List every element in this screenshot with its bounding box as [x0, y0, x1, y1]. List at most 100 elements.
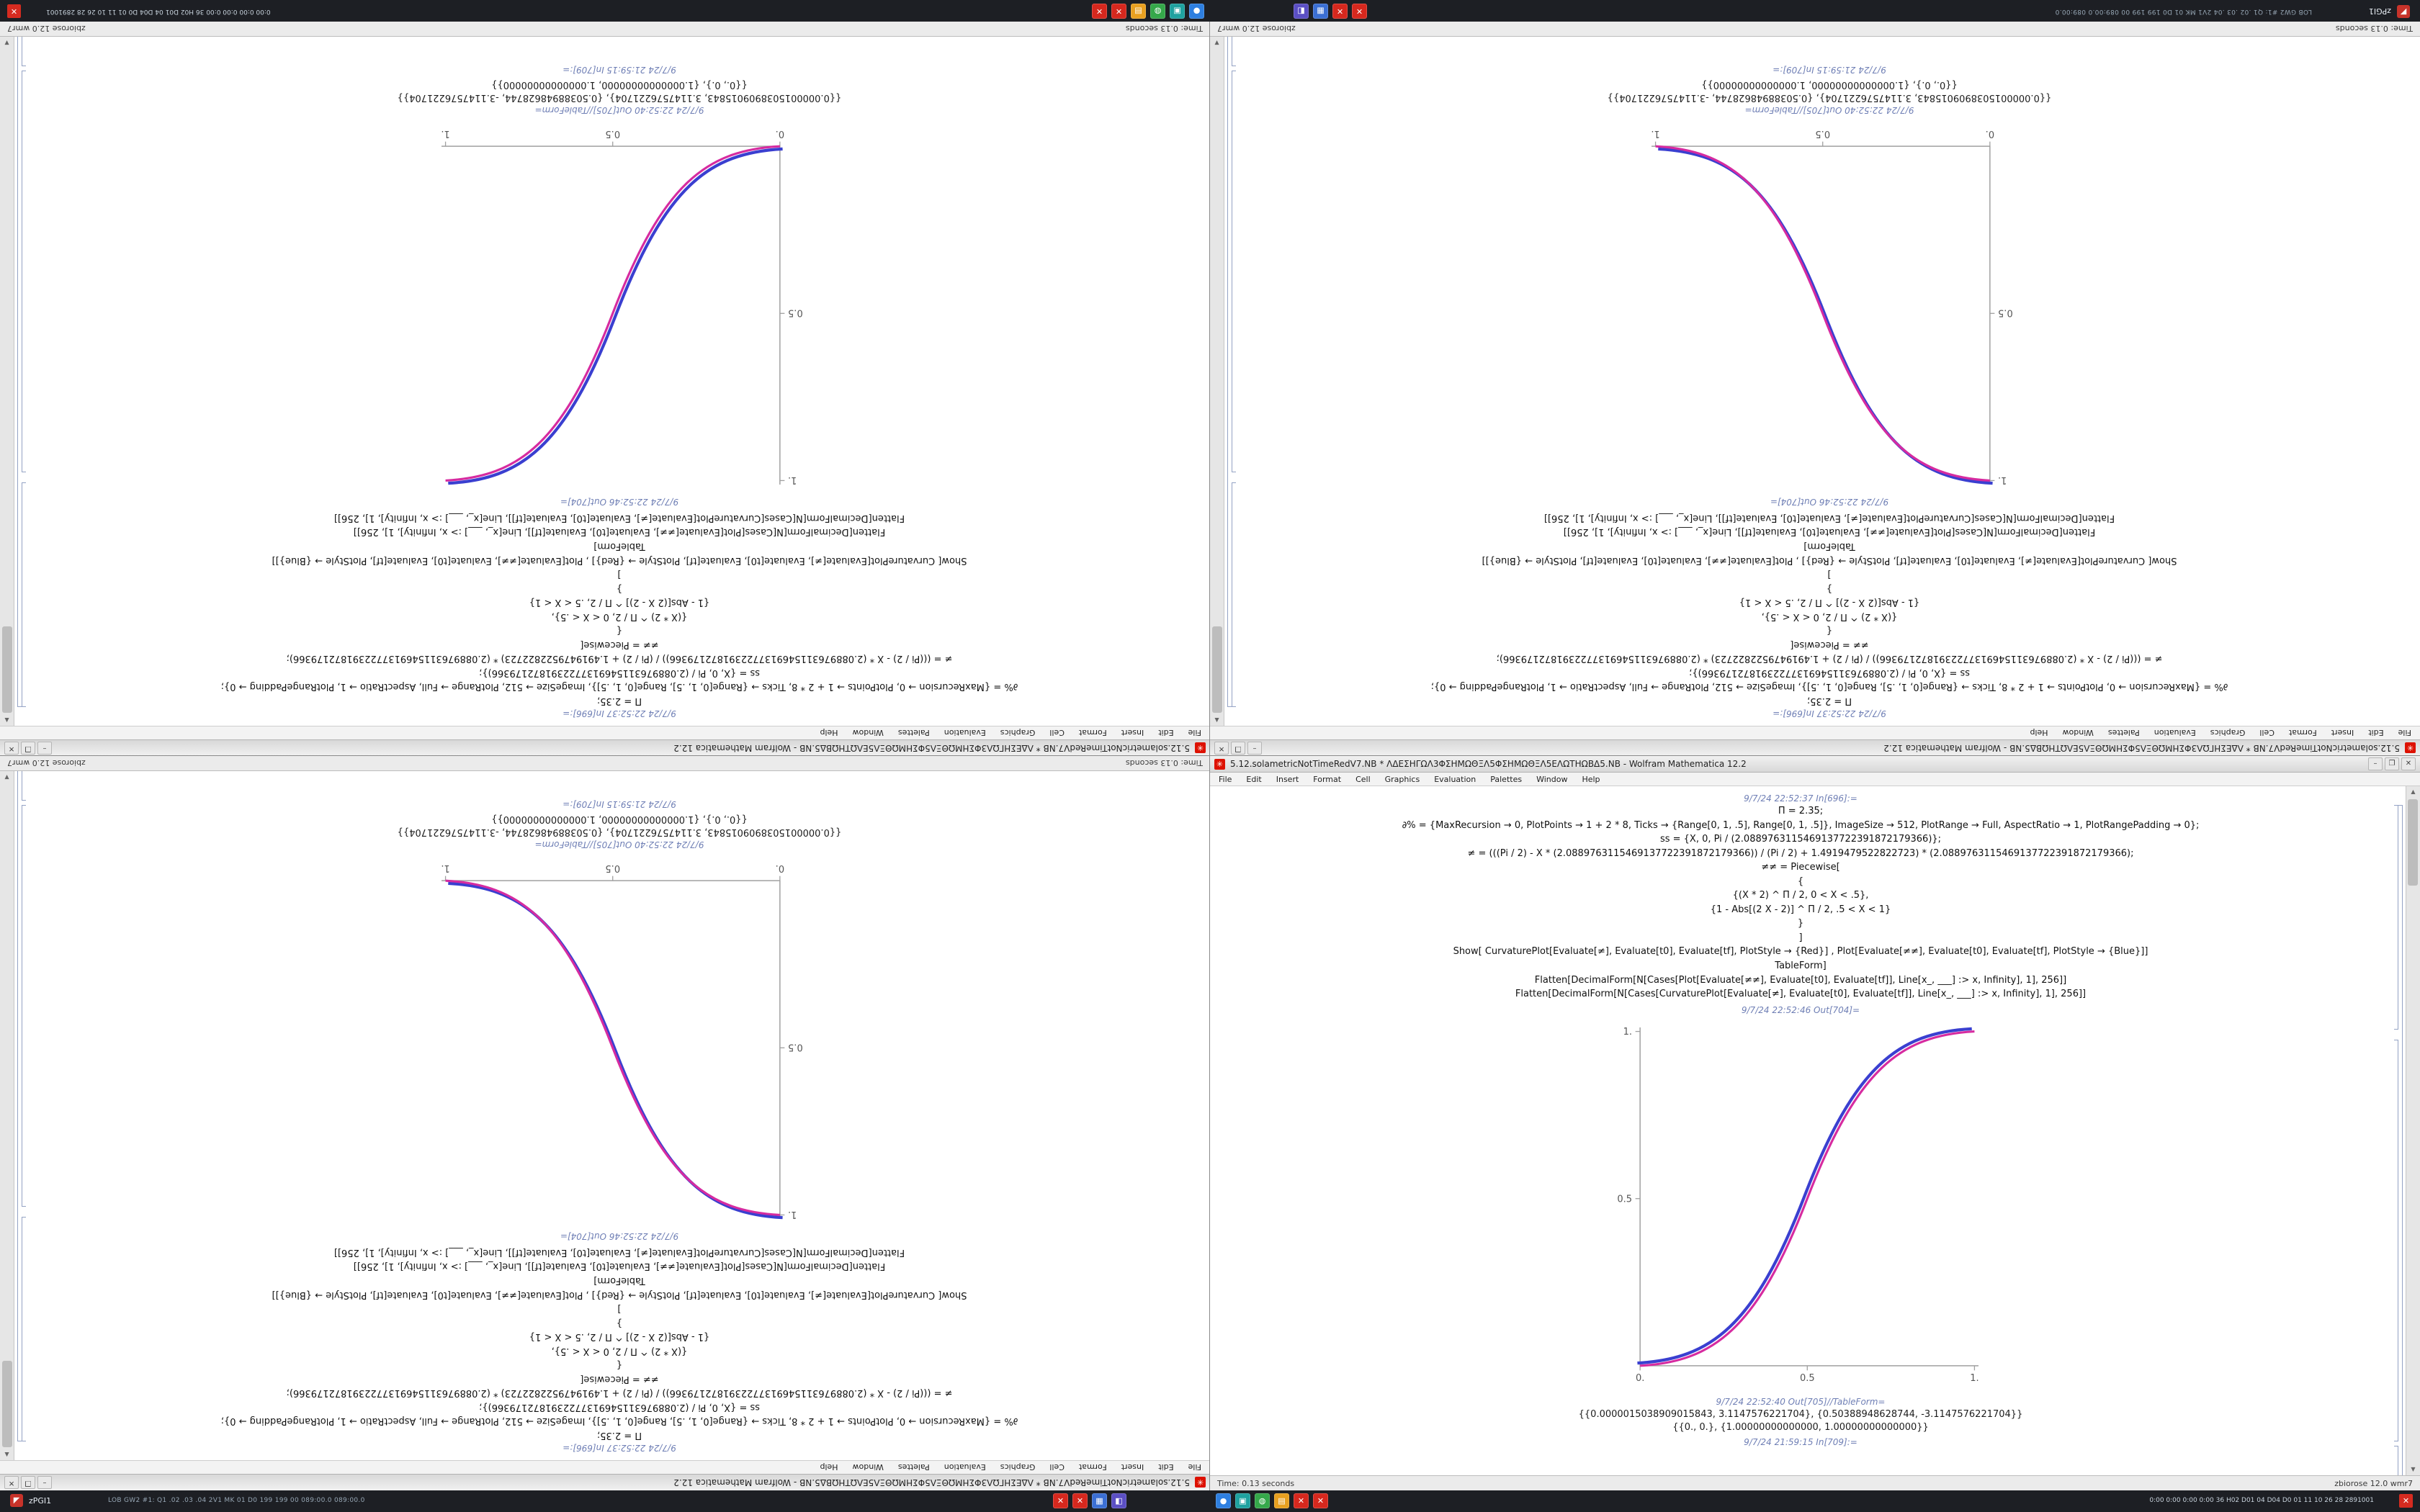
minimize-button[interactable]: –: [1247, 742, 1262, 755]
scrollbar-thumb[interactable]: [2, 1361, 12, 1447]
minimize-button[interactable]: –: [2368, 757, 2383, 770]
taskbar-start-area[interactable]: ◤ zPGI1: [2369, 5, 2410, 18]
menu-item-file[interactable]: File: [1188, 1462, 1201, 1472]
menu-item-cell[interactable]: Cell: [2259, 728, 2275, 738]
app-red-task-icon[interactable]: ✕: [1313, 1493, 1328, 1508]
code-cell-line[interactable]: }: [1797, 918, 1804, 930]
menu-item-help[interactable]: Help: [1582, 774, 1600, 784]
close-button[interactable]: ✕: [1214, 742, 1229, 755]
output-cell-line[interactable]: {{0., 0.}, {1.00000000000000, 1.00000000…: [491, 814, 748, 825]
output-cell-line[interactable]: {{0.0000015038909015843, 3.1147576221704…: [1578, 1408, 2023, 1420]
code-cell-line[interactable]: ]: [617, 569, 622, 580]
scroll-up-arrow[interactable]: ▲: [1214, 717, 1219, 724]
mathematica-task-icon[interactable]: ✕: [1352, 4, 1367, 19]
menu-item-evaluation[interactable]: Evaluation: [2154, 728, 2196, 738]
code-cell-line[interactable]: ≠≠ = Piecewise[: [1761, 862, 1840, 873]
menu-item-file[interactable]: File: [2398, 728, 2411, 738]
code-cell-line[interactable]: {1 - Abs[(2 X - 2)] ^ Π / 2, .5 < X < 1}: [529, 597, 710, 608]
output-cell-line[interactable]: {{0.0000015038909015843, 3.1147576221704…: [397, 92, 842, 104]
vertical-scrollbar[interactable]: ▲ ▼: [2406, 786, 2420, 1475]
chat-task-icon[interactable]: ◍: [1150, 4, 1165, 19]
code-cell-line[interactable]: ≠≠ = Piecewise[: [1790, 639, 1869, 650]
start-icon[interactable]: ◤: [10, 1494, 23, 1507]
terminal-task-icon[interactable]: ▣: [1170, 4, 1185, 19]
start-icon[interactable]: ◤: [2397, 5, 2410, 18]
menu-item-insert[interactable]: Insert: [1121, 1462, 1144, 1472]
menu-item-help[interactable]: Help: [2030, 728, 2048, 738]
code-cell-line[interactable]: TableForm]: [593, 540, 645, 552]
code-cell-line[interactable]: {1 - Abs[(2 X - 2)] ^ Π / 2, .5 < X < 1}: [529, 1331, 710, 1343]
code-cell-line[interactable]: {(X * 2) ^ Π / 2, 0 < X < .5},: [1761, 611, 1898, 622]
cell-bracket[interactable]: [1232, 37, 1236, 66]
code-cell-line[interactable]: {1 - Abs[(2 X - 2)] ^ Π / 2, .5 < X < 1}: [1739, 597, 1920, 608]
menu-item-graphics[interactable]: Graphics: [1000, 1462, 1036, 1472]
scroll-down-arrow[interactable]: ▼: [1214, 40, 1219, 46]
code-cell-line[interactable]: ≠ = (((Pi / 2) - X * (2.0889763115469137…: [1496, 653, 2163, 665]
code-cell-line[interactable]: {: [1826, 625, 1833, 636]
cell-bracket[interactable]: [22, 71, 26, 472]
menu-item-insert[interactable]: Insert: [1276, 774, 1299, 784]
code-cell-line[interactable]: ss = {X, 0, Pi / (2.08897631154691377223…: [478, 667, 761, 678]
menu-item-edit[interactable]: Edit: [2368, 728, 2384, 738]
code-cell-line[interactable]: ∂% = {MaxRecursion → 0, PlotPoints → 1 +…: [220, 1416, 1018, 1427]
scroll-down-arrow[interactable]: ▼: [2411, 1466, 2416, 1472]
menu-item-edit[interactable]: Edit: [1158, 1462, 1174, 1472]
menu-item-help[interactable]: Help: [820, 728, 838, 738]
output-cell-line[interactable]: {{0., 0.}, {1.00000000000000, 1.00000000…: [1672, 1421, 1929, 1433]
browser-task-icon[interactable]: ●: [1189, 4, 1204, 19]
menu-item-cell[interactable]: Cell: [1049, 728, 1065, 738]
menu-item-cell[interactable]: Cell: [1049, 1462, 1065, 1472]
maximize-button[interactable]: ❐: [21, 742, 35, 755]
code-cell-line[interactable]: }: [616, 582, 623, 594]
cell-bracket[interactable]: [22, 482, 26, 707]
code-cell-line[interactable]: {: [616, 625, 623, 636]
code-cell-line[interactable]: {(X * 2) ^ Π / 2, 0 < X < .5},: [1732, 890, 1869, 901]
code-cell-line[interactable]: ]: [1798, 932, 1803, 943]
code-cell-line[interactable]: {1 - Abs[(2 X - 2)] ^ Π / 2, .5 < X < 1}: [1710, 904, 1891, 915]
code-cell-line[interactable]: Flatten[DecimalForm[N[Cases[Plot[Evaluat…: [353, 526, 886, 538]
files-task-icon[interactable]: ▦: [1313, 4, 1328, 19]
code-cell-line[interactable]: Flatten[DecimalForm[N[Cases[CurvaturePlo…: [1543, 512, 2115, 523]
vertical-scrollbar[interactable]: ▲ ▼: [0, 771, 14, 1460]
menu-item-evaluation[interactable]: Evaluation: [944, 1462, 986, 1472]
code-cell-line[interactable]: {: [1797, 876, 1804, 887]
window-titlebar[interactable]: ✳ 5.12.solametricNotTimeRedV7.NB * ΛΔΕΣΗΓ…: [1210, 739, 2420, 756]
menu-item-palettes[interactable]: Palettes: [897, 1462, 930, 1472]
code-cell-line[interactable]: Show[ CurvaturePlot[Evaluate[≠], Evaluat…: [272, 1289, 967, 1300]
cell-bracket[interactable]: [17, 771, 22, 1441]
taskbar-start-area[interactable]: ◤ zPGI1: [10, 1494, 51, 1507]
code-cell-line[interactable]: Π = 2.35;: [1778, 806, 1824, 816]
code-cell-line[interactable]: ≠≠ = Piecewise[: [580, 639, 659, 650]
cell-bracket[interactable]: [1232, 482, 1236, 707]
code-cell-line[interactable]: TableForm]: [1803, 540, 1855, 552]
cell-bracket[interactable]: [22, 37, 26, 66]
vertical-scrollbar[interactable]: ▲ ▼: [0, 37, 14, 726]
cell-bracket[interactable]: [2394, 805, 2398, 1030]
menu-item-window[interactable]: Window: [1536, 774, 1568, 784]
cell-bracket[interactable]: [2394, 1446, 2398, 1475]
scroll-up-arrow[interactable]: ▲: [4, 717, 9, 724]
scroll-up-arrow[interactable]: ▲: [2411, 788, 2416, 795]
scrollbar-thumb[interactable]: [1212, 626, 1222, 713]
code-cell-line[interactable]: }: [616, 1317, 623, 1328]
window-titlebar[interactable]: ✳ 5.12.solametricNotTimeRedV7.NB * ΛΔΕΣΗΓ…: [0, 1474, 1210, 1490]
code-cell-line[interactable]: ≠ = (((Pi / 2) - X * (2.0889763115469137…: [1467, 847, 2134, 859]
scrollbar-thumb[interactable]: [2408, 799, 2418, 886]
scroll-down-arrow[interactable]: ▼: [4, 774, 9, 780]
mail-task-icon[interactable]: ▤: [1131, 4, 1146, 19]
code-cell-line[interactable]: Flatten[DecimalForm[N[Cases[CurvaturePlo…: [333, 1246, 905, 1258]
maximize-button[interactable]: ❐: [2385, 757, 2399, 770]
scroll-up-arrow[interactable]: ▲: [4, 1452, 9, 1458]
output-cell-line[interactable]: {{0., 0.}, {1.00000000000000, 1.00000000…: [1701, 79, 1958, 91]
code-cell-line[interactable]: Flatten[DecimalForm[N[Cases[Plot[Evaluat…: [1534, 974, 2067, 986]
files-task-icon[interactable]: ▦: [1092, 1493, 1107, 1508]
menu-item-palettes[interactable]: Palettes: [2107, 728, 2140, 738]
menu-item-edit[interactable]: Edit: [1246, 774, 1262, 784]
code-cell-line[interactable]: TableForm]: [593, 1274, 645, 1286]
app-red-task-icon[interactable]: ✕: [1294, 1493, 1309, 1508]
settings-task-icon[interactable]: ◧: [1294, 4, 1309, 19]
code-cell-line[interactable]: ≠ = (((Pi / 2) - X * (2.0889763115469137…: [286, 1387, 953, 1399]
code-cell-line[interactable]: {(X * 2) ^ Π / 2, 0 < X < .5},: [551, 611, 688, 622]
tray-alert-icon[interactable]: ✕: [7, 4, 21, 18]
cell-bracket[interactable]: [1227, 37, 1232, 707]
